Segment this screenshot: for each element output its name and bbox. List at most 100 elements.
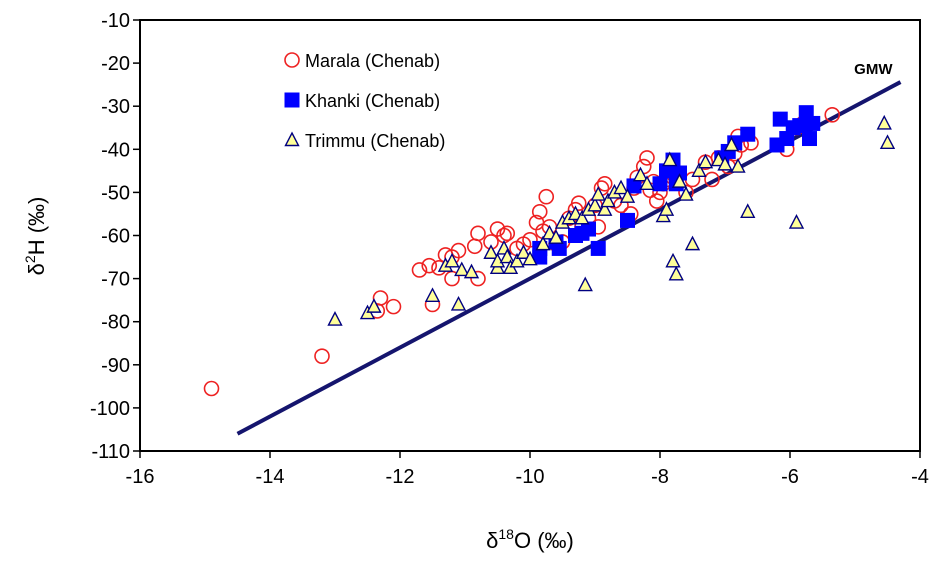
legend-label: Trimmu (Chenab) [305,131,445,151]
marker-triangle [577,276,593,292]
marker-triangle [450,295,467,311]
marker-circle [203,380,220,397]
marker-circle [704,171,720,188]
x-title-sup: 18 [498,526,514,542]
marker-triangle [366,298,382,313]
marker-circle [421,257,438,274]
x-tick-label: -6 [781,466,799,488]
marker-triangle [658,201,675,216]
y-tick-label: -30 [101,96,130,118]
x-tick-label: -4 [911,466,929,488]
marker-circle [522,232,538,248]
plot-area [139,19,921,452]
marker-triangle [509,252,525,268]
marker-triangle [597,201,613,216]
x-tick-label: -16 [126,466,155,488]
marker-square [805,115,821,131]
marker-circle [639,150,655,166]
marker-circle [284,52,300,68]
marker-triangle [424,287,441,303]
marker-triangle [717,155,733,171]
y-tick-label: -50 [101,182,130,204]
marker-circle [470,225,486,242]
marker-square [652,176,668,192]
marker-triangle [613,179,629,195]
marker-square [626,178,642,194]
marker-square [772,111,788,127]
marker-triangle [284,131,300,147]
marker-triangle [730,158,746,173]
marker-triangle [665,252,681,268]
marker-triangle [535,235,551,251]
marker-circle [385,298,402,315]
marker-triangle [632,166,649,182]
marker-triangle [600,192,616,208]
y-tick-label: -60 [101,226,130,248]
marker-circle [538,188,555,205]
marker-square [581,221,596,237]
marker-circle [824,107,841,123]
gmw-label: GMW [854,61,893,78]
marker-square [284,92,300,108]
marker-triangle [723,136,740,152]
y-tick-label: -20 [101,53,130,75]
marker-circle [648,193,665,209]
marker-circle [596,175,613,192]
marker-square [620,212,635,228]
x-title-part: O (‰) [514,528,574,553]
marker-triangle [671,173,688,188]
y-tick-label: -100 [90,398,130,420]
marker-square [740,126,756,142]
marker-circle [314,348,330,364]
x-title-part: δ [486,528,498,553]
y-title-part: H (‰) [24,197,49,256]
marker-circle [499,225,516,242]
marker-triangle [587,196,603,212]
marker-triangle [668,265,684,281]
x-tick-label: -12 [386,466,415,488]
marker-triangle [489,252,506,268]
y-title-part: δ [24,263,49,275]
marker-circle [570,195,587,211]
marker-triangle [454,261,470,277]
marker-triangle [463,263,480,279]
marker-triangle [574,209,590,225]
marker-triangle [444,252,460,268]
y-tick-label: -80 [101,312,130,334]
marker-triangle [662,151,678,167]
marker-circle [531,203,548,220]
marker-triangle [788,214,805,229]
marker-triangle [515,244,532,259]
marker-triangle [740,203,756,218]
marker-triangle [876,114,892,130]
marker-square [590,240,606,256]
marker-triangle [483,244,499,259]
marker-square [792,118,808,134]
y-tick-label: -40 [101,139,130,161]
marker-triangle [697,153,714,169]
marker-triangle [639,175,655,190]
marker-circle [470,270,486,287]
marker-circle [411,262,428,278]
marker-square [802,131,817,147]
marker-circle [450,242,467,259]
y-tick-label: -70 [101,269,130,291]
marker-triangle [691,162,707,178]
marker-triangle [619,188,636,203]
marker-triangle [684,235,701,251]
legend-label: Marala (Chenab) [305,51,440,71]
marker-triangle [327,311,343,326]
y-tick-label: -110 [91,441,130,463]
x-tick-label: -10 [516,466,545,488]
y-tick-label: -10 [101,10,130,32]
y-title-sup: 2 [22,255,38,263]
marker-triangle [548,229,564,244]
marker-triangle [678,186,694,201]
x-tick-label: -14 [256,466,285,488]
marker-circle [466,238,483,255]
marker-triangle [879,134,896,150]
y-axis-title: δ2H (‰) [22,197,49,276]
x-tick-label: -8 [651,466,669,488]
marker-triangle [522,250,538,266]
